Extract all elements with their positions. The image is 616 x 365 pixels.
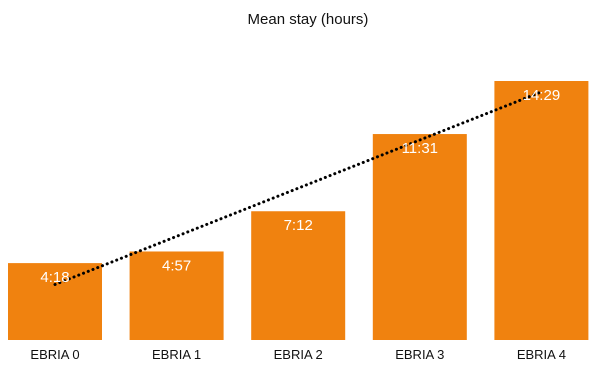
chart-title: Mean stay (hours)	[248, 11, 369, 28]
category-label-2: EBRIA 2	[274, 347, 323, 362]
data-label-1: 4:57	[162, 257, 191, 274]
category-label-0: EBRIA 0	[30, 347, 79, 362]
data-label-2: 7:12	[284, 217, 313, 234]
data-label-0: 4:18	[40, 269, 69, 286]
bar-2	[251, 211, 346, 340]
category-label-4: EBRIA 4	[517, 347, 566, 362]
category-label-1: EBRIA 1	[152, 347, 201, 362]
data-label-3: 11:31	[402, 140, 438, 157]
trendline	[53, 90, 543, 287]
category-labels-group: EBRIA 0 EBRIA 1 EBRIA 2 EBRIA 3 EBRIA 4	[30, 347, 566, 362]
bar-4	[494, 81, 589, 340]
data-labels-group: 4:18 4:57 7:12 11:31 14:29	[40, 87, 560, 286]
bar-0	[8, 263, 102, 340]
bars-group	[8, 81, 589, 340]
category-label-3: EBRIA 3	[395, 347, 444, 362]
bar-3	[372, 134, 467, 340]
data-label-4: 14:29	[523, 87, 561, 104]
trendline-group	[53, 90, 543, 287]
bar-1	[129, 251, 224, 340]
